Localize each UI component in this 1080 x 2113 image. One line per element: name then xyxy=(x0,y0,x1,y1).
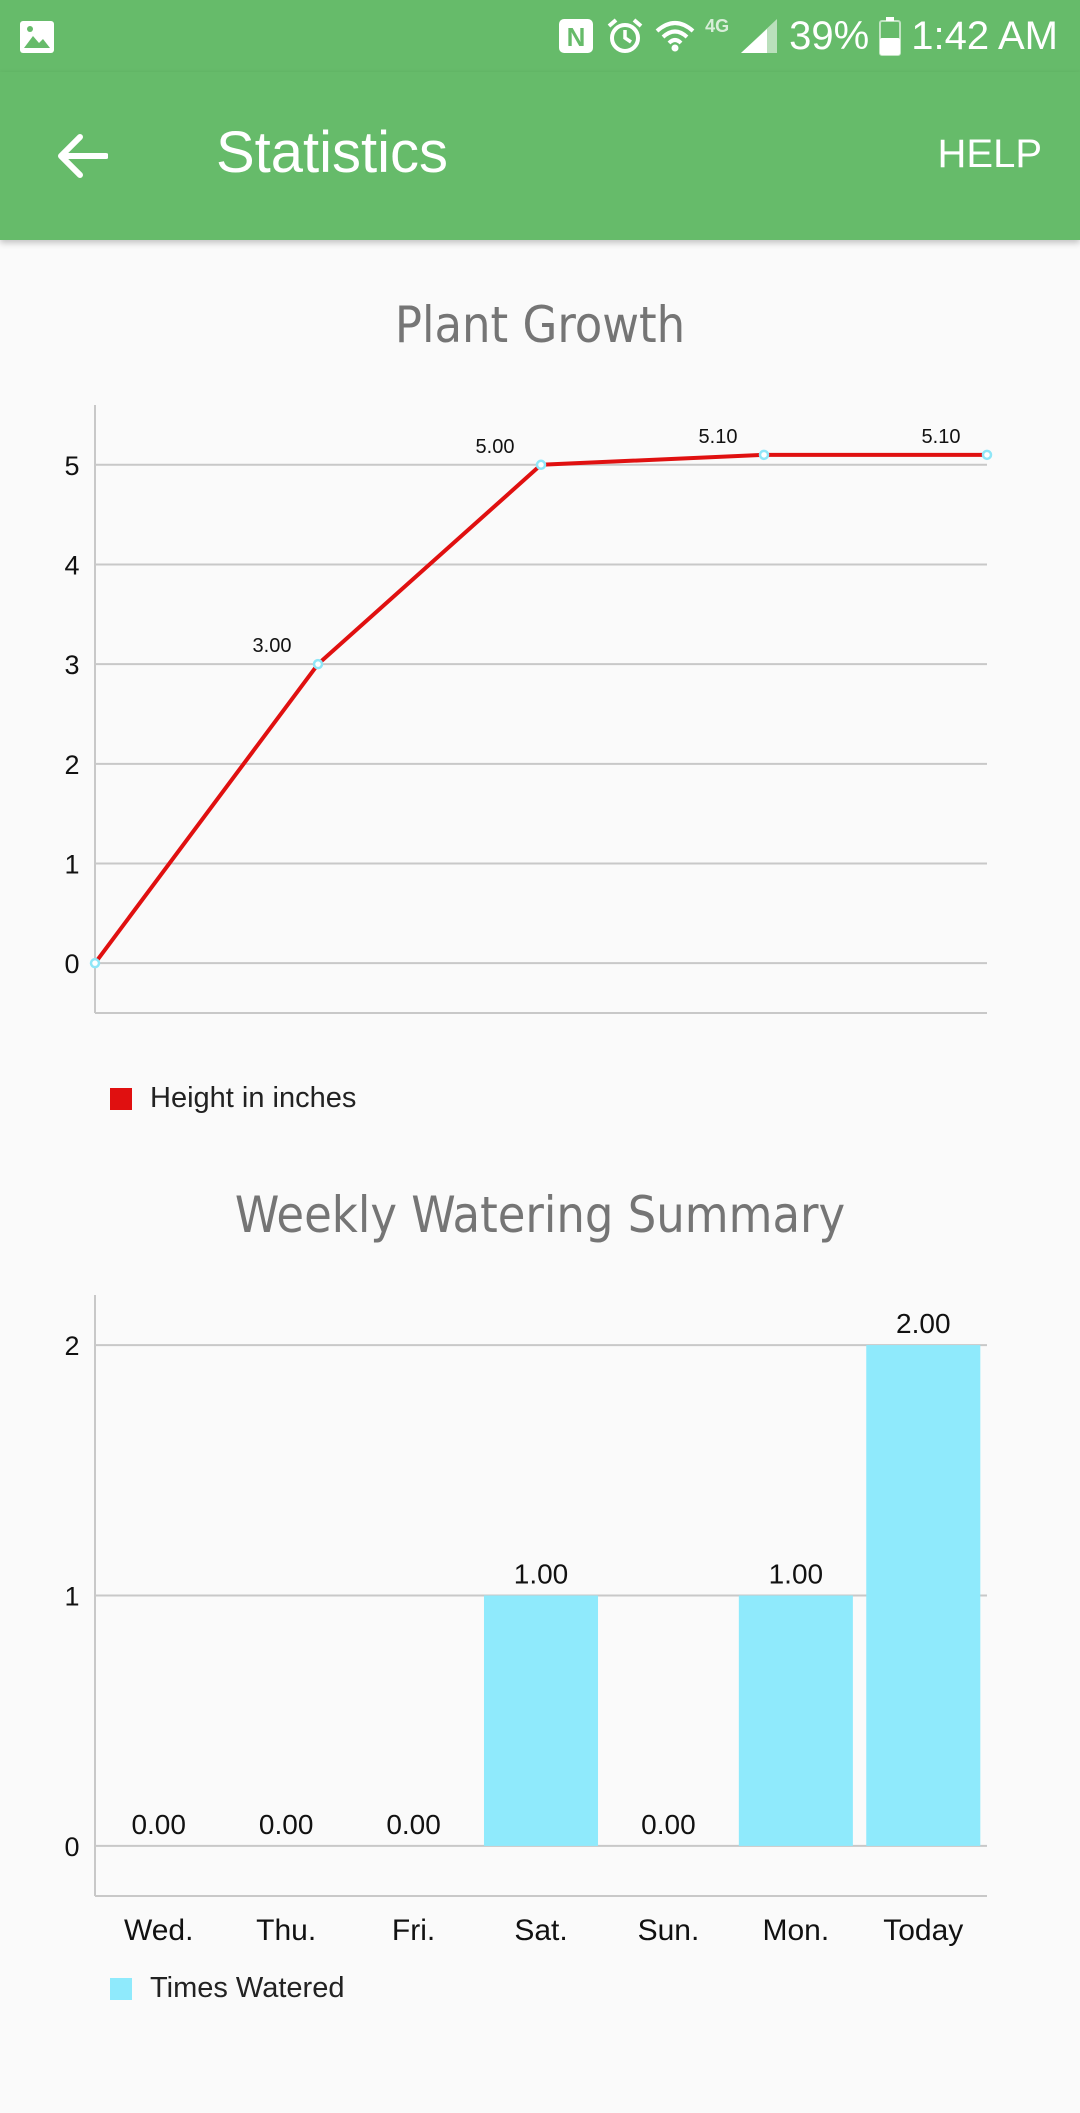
arrow-back-icon xyxy=(56,132,109,185)
watering-x-tick-label: Sat. xyxy=(514,1914,567,1947)
growth-y-tick-label: 0 xyxy=(64,949,79,979)
growth-data-point xyxy=(312,658,324,670)
watering-y-tick-label: 0 xyxy=(64,1832,79,1862)
growth-chart: 0 1 2 3 4 5 3.00 5.00 5.10 5.10 xyxy=(64,405,993,1014)
image-icon xyxy=(18,18,56,61)
growth-legend-label: Height in inches xyxy=(150,1082,357,1114)
watering-bar xyxy=(866,1345,981,1846)
growth-data-label: 5.00 xyxy=(476,436,515,458)
watering-x-tick-label: Today xyxy=(883,1914,963,1947)
watering-chart-title: Weekly Watering Summary xyxy=(234,1186,846,1244)
growth-y-tick-label: 5 xyxy=(64,451,79,481)
page-title: Statistics xyxy=(216,120,449,185)
svg-text:N: N xyxy=(567,22,586,52)
watering-data-label: 1.00 xyxy=(514,1559,569,1590)
growth-data-point xyxy=(981,449,993,461)
growth-series-line xyxy=(93,452,987,965)
network-type-label: 4G xyxy=(705,16,730,36)
signal-icon xyxy=(739,17,779,55)
growth-data-point xyxy=(89,957,101,969)
growth-data-label: 3.00 xyxy=(253,635,292,657)
watering-x-tick-label: Wed. xyxy=(124,1914,193,1947)
battery-percent: 39% xyxy=(789,13,870,58)
watering-data-label: 1.00 xyxy=(769,1559,824,1590)
app-bar: Statistics HELP xyxy=(0,72,1080,240)
alarm-icon xyxy=(605,16,645,56)
watering-bar xyxy=(483,1595,599,1846)
status-bar: N 4G 39% xyxy=(0,0,1080,72)
watering-y-tick-label: 2 xyxy=(64,1331,79,1361)
watering-x-tick-label: Thu. xyxy=(256,1914,316,1947)
growth-chart-title: Plant Growth xyxy=(394,296,686,354)
growth-y-tick-label: 2 xyxy=(64,750,79,780)
watering-bar xyxy=(738,1595,853,1846)
growth-data-label: 5.10 xyxy=(699,426,738,448)
growth-data-point xyxy=(758,449,770,461)
watering-x-tick-label: Mon. xyxy=(763,1914,830,1947)
watering-legend-swatch xyxy=(110,1977,132,2000)
watering-data-label: 2.00 xyxy=(896,1308,951,1339)
growth-y-tick-label: 3 xyxy=(64,650,79,680)
growth-legend: Height in inches xyxy=(110,1082,356,1115)
growth-data-label: 5.10 xyxy=(922,426,961,448)
nfc-icon: N xyxy=(557,17,595,55)
watering-x-tick-label: Fri. xyxy=(392,1914,435,1947)
watering-x-tick-label: Sun. xyxy=(638,1914,700,1947)
watering-legend: Times Watered xyxy=(110,1972,344,2005)
watering-data-label: 0.00 xyxy=(131,1809,186,1840)
growth-y-tick-label: 1 xyxy=(64,849,79,879)
growth-y-tick-label: 4 xyxy=(64,550,79,580)
watering-legend-label: Times Watered xyxy=(150,1972,345,2004)
watering-data-label: 0.00 xyxy=(259,1809,314,1840)
growth-legend-swatch xyxy=(110,1087,132,1110)
help-button[interactable]: HELP xyxy=(937,132,1043,176)
battery-icon xyxy=(879,16,902,56)
watering-data-label: 0.00 xyxy=(641,1809,696,1840)
growth-data-point xyxy=(535,459,547,471)
back-button[interactable] xyxy=(40,116,124,200)
watering-y-tick-label: 1 xyxy=(64,1582,79,1612)
watering-chart: 0 1 2 0.00 Wed. 0.00 Thu. 0.00 Fri. 1.00 Sat. 0.00 S… xyxy=(64,1295,987,1947)
watering-data-label: 0.00 xyxy=(386,1809,441,1840)
wifi-icon xyxy=(655,17,695,55)
clock-time: 1:42 AM xyxy=(911,13,1058,58)
